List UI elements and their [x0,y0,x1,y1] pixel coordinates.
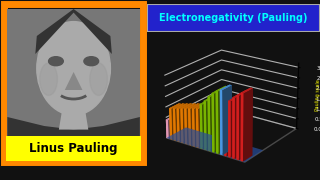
Polygon shape [59,112,88,130]
FancyBboxPatch shape [147,4,320,32]
Ellipse shape [84,57,99,66]
Ellipse shape [90,63,108,95]
Text: Electronegativity (Pauling): Electronegativity (Pauling) [159,13,308,23]
Polygon shape [35,9,112,54]
Text: Linus Pauling: Linus Pauling [29,142,118,155]
FancyBboxPatch shape [4,4,143,162]
FancyBboxPatch shape [6,136,141,161]
FancyBboxPatch shape [7,9,140,157]
Polygon shape [65,72,83,90]
Ellipse shape [40,63,57,95]
Ellipse shape [37,22,110,115]
Polygon shape [7,117,140,157]
Ellipse shape [49,57,63,66]
